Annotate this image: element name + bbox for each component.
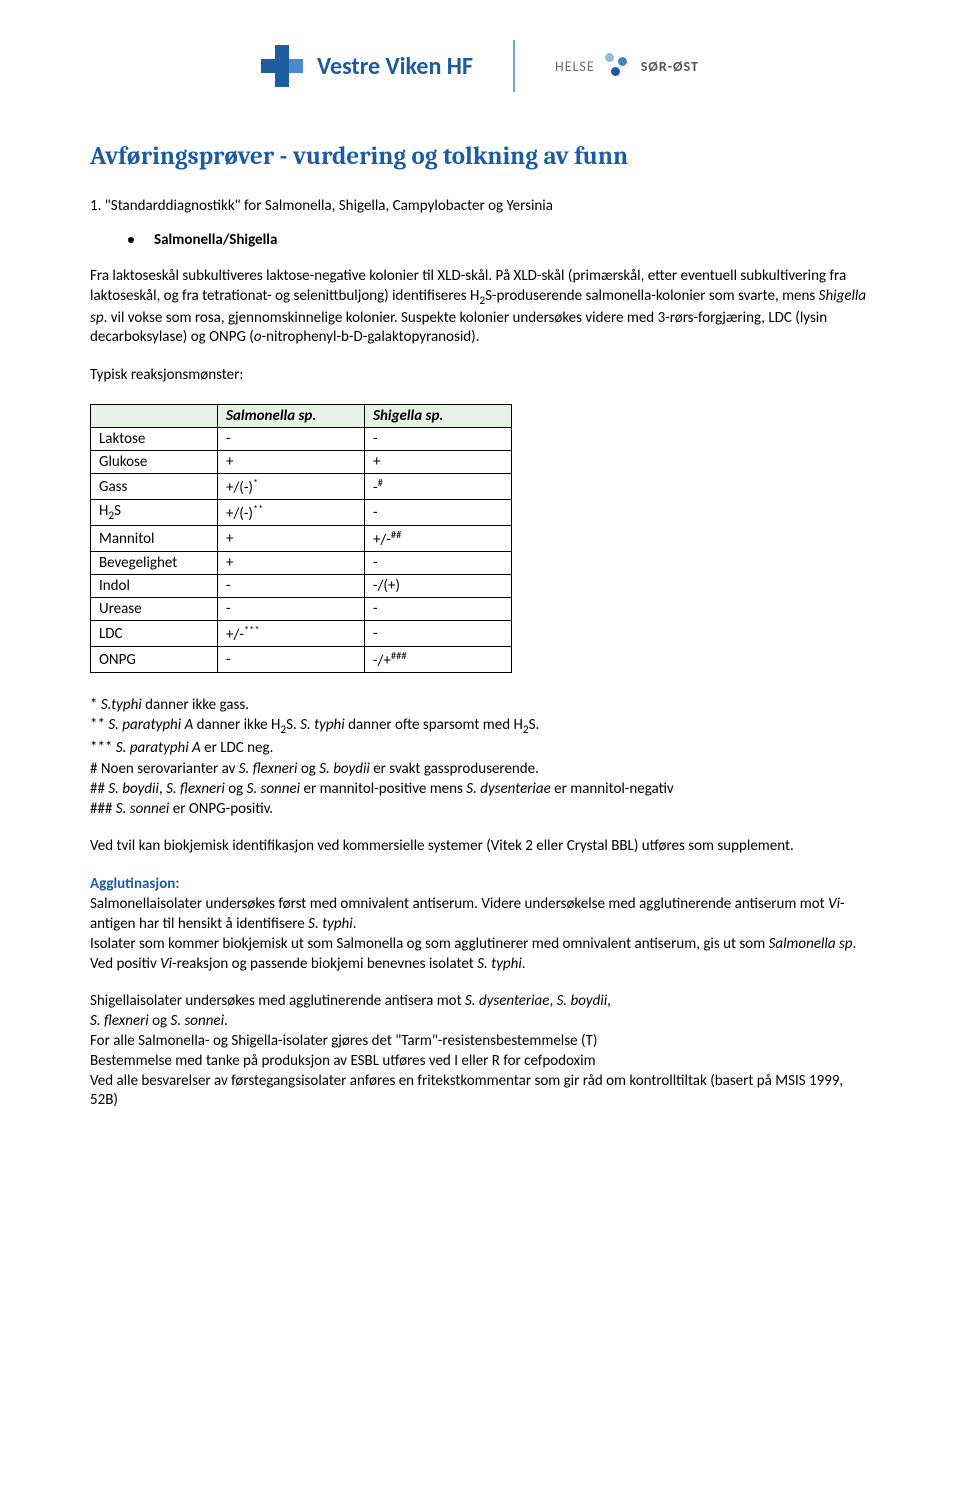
th-blank: [91, 405, 218, 428]
table-row: Bevegelighet+-: [91, 552, 512, 575]
cell-shigella: -: [365, 428, 512, 451]
table-row: LDC+/-***-: [91, 621, 512, 647]
cell-salmonella: +: [218, 552, 365, 575]
footnote-4: # Noen serovarianter av S. flexneri og S…: [90, 759, 870, 779]
cell-shigella: +: [365, 451, 512, 474]
footnote-2: ** S. paratyphi A danner ikke H2S. S. ty…: [90, 715, 870, 738]
bullet-icon: [128, 237, 134, 243]
cell-shigella: -: [365, 598, 512, 621]
section-label: Salmonella/Shigella: [154, 231, 277, 249]
intro-number: 1.: [90, 197, 101, 215]
reaction-table: Salmonella sp. Shigella sp. Laktose--Glu…: [90, 404, 512, 673]
agglut-para-4: S. flexneri og S. sonnei.: [90, 1012, 870, 1032]
table-row: ONPG--/+###: [91, 647, 512, 673]
paragraph-vitek: Ved tvil kan biokjemisk identifikasjon v…: [90, 837, 870, 857]
cell-salmonella: +: [218, 526, 365, 552]
typical-label: Typisk reaksjonsmønster:: [90, 366, 870, 386]
cell-salmonella: -: [218, 575, 365, 598]
row-label: ONPG: [91, 647, 218, 673]
tail-2: Bestemmelse med tanke på produksjon av E…: [90, 1052, 870, 1072]
table-row: Gass+/(-)*-#: [91, 474, 512, 500]
agglut-para-3: Shigellaisolater undersøkes med agglutin…: [90, 992, 870, 1012]
section-heading: Salmonella/Shigella: [128, 231, 870, 249]
cell-shigella: +/-##: [365, 526, 512, 552]
footnote-3: *** S. paratyphi A er LDC neg.: [90, 738, 870, 758]
agglut-para-1: Salmonellaisolater undersøkes først med …: [90, 895, 870, 935]
cell-shigella: -/+###: [365, 647, 512, 673]
row-label: Bevegelighet: [91, 552, 218, 575]
cross-icon: [261, 45, 303, 87]
row-label: H2S: [91, 500, 218, 526]
tail-3: Ved alle besvarelser av førstegangsisola…: [90, 1072, 870, 1112]
cell-shigella: -: [365, 621, 512, 647]
header-divider: [513, 40, 515, 92]
cell-shigella: -#: [365, 474, 512, 500]
cell-shigella: -: [365, 500, 512, 526]
table-row: Glukose++: [91, 451, 512, 474]
row-label: Laktose: [91, 428, 218, 451]
p1-b: S-produserende salmonella-kolonier som s…: [485, 287, 819, 305]
footnotes: * S.typhi danner ikke gass. ** S. paraty…: [90, 695, 870, 819]
table-row: Mannitol++/-##: [91, 526, 512, 552]
agglut-para-2: Isolater som kommer biokjemisk ut som Sa…: [90, 935, 870, 975]
table-row: Laktose--: [91, 428, 512, 451]
helse-sorost-logo: HELSE SØR-ØST: [555, 51, 699, 81]
row-label: Glukose: [91, 451, 218, 474]
cell-salmonella: +/-***: [218, 621, 365, 647]
footnote-5: ## S. boydii, S. flexneri og S. sonnei e…: [90, 779, 870, 799]
th-salmonella: Salmonella sp.: [218, 405, 365, 428]
org-name: Vestre Viken HF: [317, 52, 473, 81]
row-label: LDC: [91, 621, 218, 647]
cell-salmonella: +/(-)*: [218, 474, 365, 500]
helse-text-right: SØR-ØST: [641, 58, 699, 75]
cell-salmonella: +: [218, 451, 365, 474]
table-row: Indol--/(+): [91, 575, 512, 598]
document-page: Vestre Viken HF HELSE SØR-ØST Avføringsp…: [0, 0, 960, 1171]
cell-salmonella: -: [218, 598, 365, 621]
cell-salmonella: +/(-)**: [218, 500, 365, 526]
cell-shigella: -/(+): [365, 575, 512, 598]
p1-f: -nitrophenyl-b-D-galaktopyranosid).: [262, 328, 480, 346]
th-shigella: Shigella sp.: [365, 405, 512, 428]
row-label: Indol: [91, 575, 218, 598]
dots-icon: [603, 51, 633, 81]
cell-shigella: -: [365, 552, 512, 575]
tail-1: For alle Salmonella- og Shigella-isolate…: [90, 1032, 870, 1052]
intro-text: "Standarddiagnostikk" for Salmonella, Sh…: [105, 197, 553, 215]
footnote-1: * S.typhi danner ikke gass.: [90, 695, 870, 715]
intro-line: 1. "Standarddiagnostikk" for Salmonella,…: [90, 197, 870, 215]
cell-salmonella: -: [218, 647, 365, 673]
cell-salmonella: -: [218, 428, 365, 451]
table-row: H2S+/(-)**-: [91, 500, 512, 526]
p1-e: o: [254, 328, 262, 346]
footnote-6: ### S. sonnei er ONPG-positiv.: [90, 799, 870, 819]
agglutination-heading: Agglutinasjon:: [90, 875, 870, 893]
row-label: Mannitol: [91, 526, 218, 552]
row-label: Urease: [91, 598, 218, 621]
page-title: Avføringsprøver - vurdering og tolkning …: [90, 142, 870, 171]
helse-text-left: HELSE: [555, 58, 595, 75]
row-label: Gass: [91, 474, 218, 500]
table-row: Urease--: [91, 598, 512, 621]
page-header: Vestre Viken HF HELSE SØR-ØST: [90, 40, 870, 92]
paragraph-main: Fra laktoseskål subkultiveres laktose-ne…: [90, 267, 870, 348]
vestre-viken-logo: Vestre Viken HF: [261, 45, 473, 87]
